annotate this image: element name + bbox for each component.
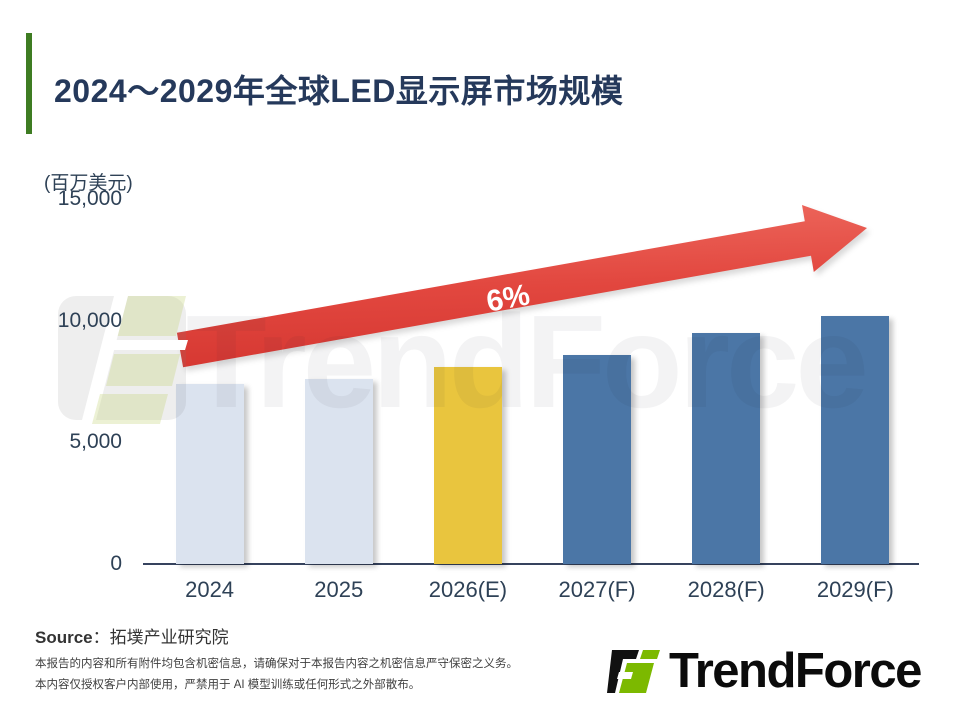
page-title: 2024～2029年全球LED显示屏市场规模: [54, 73, 624, 109]
bar-column: 2026(E): [403, 160, 532, 605]
growth-rate-label: 6%: [484, 278, 533, 318]
bar-2027(F): [563, 355, 632, 564]
bar-column: 2025: [274, 160, 403, 605]
x-axis-line: [143, 563, 919, 565]
trendforce-logo-icon: [607, 650, 660, 693]
x-axis-label: 2026(E): [428, 577, 508, 602]
y-axis-tick-label: 0: [110, 552, 122, 575]
source-label: Source: [35, 628, 93, 647]
bar-2026(E): [433, 367, 502, 564]
x-axis-label: 2024: [185, 577, 235, 602]
bar-column: 2029(F): [791, 160, 920, 605]
disclaimer-line-1: 本报告的内容和所有附件均包含机密信息，请确保对于本报告内容之机密信息严守保密之义…: [35, 658, 518, 670]
disclaimer-text: 本报告的内容和所有附件均包含机密信息，请确保对于本报告内容之机密信息严守保密之义…: [35, 654, 518, 696]
bar-column: 2027(F): [533, 160, 662, 605]
bar-column: 2028(F): [662, 160, 791, 605]
trendforce-logo: TrendForce: [607, 644, 922, 698]
growth-arrow: 6%: [176, 205, 867, 368]
x-axis-label: 2025: [314, 577, 364, 602]
y-axis-tick-label: 10,000: [57, 308, 122, 332]
y-axis-tick-label: 5,000: [69, 430, 122, 454]
bar-2025: [304, 379, 373, 564]
bar-column: 2024: [145, 160, 274, 605]
bar-2028(F): [692, 333, 761, 564]
source-name: 拓墣产业研究院: [109, 628, 229, 647]
y-axis-unit-label: (百万美元): [44, 173, 133, 194]
source-separator: ：: [92, 628, 110, 647]
bar-chart-plot: 2024 2025 2026(E) 2027(F) 2028(F) 2029(F): [145, 160, 920, 605]
source-line: Source：拓墣产业研究院: [35, 623, 229, 648]
x-axis-label: 2028(F): [687, 577, 765, 602]
x-axis-label: 2029(F): [816, 577, 894, 602]
bar-2024: [175, 384, 244, 564]
title-accent-bar: [26, 33, 32, 134]
growth-arrow-shape: [176, 205, 867, 368]
disclaimer-line-2: 本内容仅授权客户内部使用，严禁用于 AI 模型训练或任何形式之外部散布。: [35, 679, 421, 691]
y-axis-tick-label: 15,000: [57, 187, 122, 210]
bar-2029(F): [821, 316, 890, 564]
trendforce-logo-text: TrendForce: [669, 644, 922, 698]
x-axis-label: 2027(F): [558, 577, 636, 602]
